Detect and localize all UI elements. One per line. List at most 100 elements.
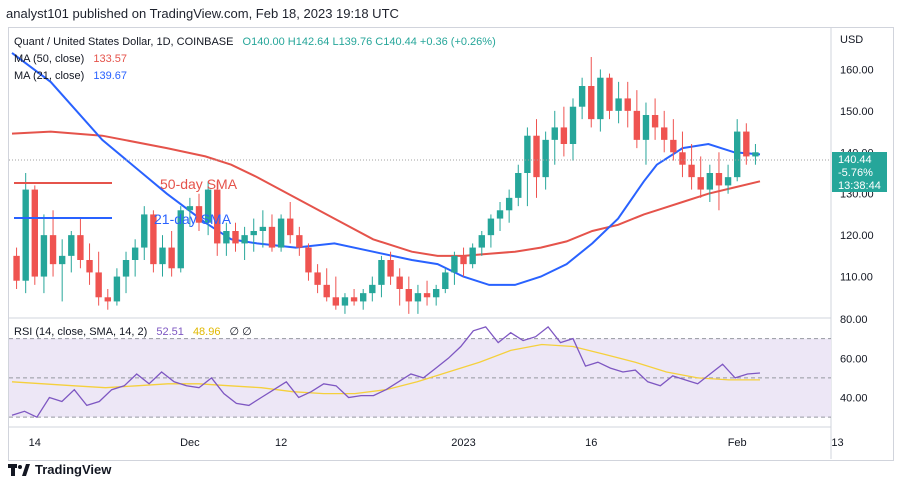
candle-body <box>177 210 184 269</box>
candle-body <box>578 86 586 107</box>
rsi-label: RSI (14, close, SMA, 14, 2) <box>14 326 148 338</box>
publisher-line: analyst101 published on TradingView.com,… <box>6 6 399 21</box>
candle-body <box>323 284 330 298</box>
candle-body <box>633 110 641 140</box>
time-tick-label: 16 <box>585 437 597 449</box>
candle-body <box>396 276 403 289</box>
candle-body <box>77 235 84 260</box>
candle-body <box>469 247 476 265</box>
time-axis[interactable]: 14 Dec 12 2023 16 Feb 13 <box>29 437 844 449</box>
candle-body <box>734 131 741 178</box>
candle-body <box>195 206 203 223</box>
candle-body <box>68 235 75 256</box>
rsi-extra: ∅ ∅ <box>229 326 252 338</box>
candle-body <box>414 293 422 302</box>
candle-body <box>369 284 376 294</box>
candle-body <box>314 272 321 285</box>
tradingview-logo-icon <box>8 463 30 476</box>
candle-body <box>387 260 394 277</box>
candle-body <box>706 173 714 190</box>
candle-body <box>241 235 248 244</box>
candle-body <box>478 235 485 248</box>
candle-body <box>150 214 157 265</box>
rsi-axis[interactable]: 40.00 60.00 80.00 <box>840 314 868 405</box>
candle-body <box>405 289 412 302</box>
candle-body <box>679 152 686 165</box>
candle-body <box>615 98 622 111</box>
candle-body <box>250 231 257 236</box>
candle-body <box>688 164 695 178</box>
price-badge-countdown: 13:38:44 <box>838 180 881 192</box>
ma50-legend[interactable]: MA (50, close) 133.57 <box>14 53 127 65</box>
rsi-legend[interactable]: RSI (14, close, SMA, 14, 2) 52.51 48.96 … <box>14 325 252 338</box>
time-tick-label: 12 <box>275 437 287 449</box>
candle-body <box>451 255 458 273</box>
candle-body <box>651 115 659 128</box>
candle-body <box>141 214 148 248</box>
price-badge <box>832 152 887 192</box>
candle-body <box>515 173 522 198</box>
symbol-legend[interactable]: Quant / United States Dollar, 1D, COINBA… <box>14 36 496 48</box>
price-tick-label: 110.00 <box>840 272 873 284</box>
ma21-legend[interactable]: MA (21, close) 139.67 <box>14 70 127 82</box>
candle-body <box>232 231 239 244</box>
time-tick-label: 14 <box>29 437 41 449</box>
candle-body <box>58 255 66 265</box>
candle-body <box>752 152 759 157</box>
rsi-tick-label: 80.00 <box>840 314 868 326</box>
candle-body <box>533 135 540 178</box>
candle-body <box>432 289 440 298</box>
candle-body <box>159 247 166 265</box>
brand-name: TradingView <box>35 462 112 477</box>
candle-body <box>49 235 57 265</box>
candle-body <box>13 255 20 281</box>
time-tick-label: Dec <box>180 437 200 449</box>
rsi-band-group <box>9 338 831 418</box>
ohlc-values: O140.00 H142.64 L139.76 C140.44 +0.36 (+… <box>242 36 496 48</box>
candle-body <box>715 173 723 186</box>
candle-body <box>104 297 111 302</box>
candle-body <box>569 106 577 144</box>
candle-body <box>606 77 613 111</box>
rsi-lines <box>11 325 761 419</box>
candle-body <box>560 127 568 144</box>
rsi-series-line <box>11 325 761 419</box>
candle-body <box>743 131 750 157</box>
candle-body <box>186 206 194 211</box>
candle-body <box>332 297 340 306</box>
candle-body <box>277 218 285 248</box>
price-badge-price: 140.44 <box>838 154 872 166</box>
symbol-name: Quant / United States Dollar, 1D, COINBA… <box>14 36 234 48</box>
rsi-tick-label: 40.00 <box>840 393 868 405</box>
candle-body <box>214 189 221 244</box>
candle-body <box>460 255 467 265</box>
candle-body <box>642 115 650 140</box>
candle-body <box>168 247 175 269</box>
time-tick-label: 13 <box>831 437 843 449</box>
candle-body <box>624 98 631 111</box>
rsi-sma-value: 48.96 <box>192 326 221 338</box>
candle-body <box>505 197 513 211</box>
candles <box>13 57 759 314</box>
ma50-label: MA (50, close) <box>14 53 85 65</box>
candle-body <box>496 210 504 219</box>
candle-body <box>95 272 102 298</box>
rsi-value: 52.51 <box>156 326 184 338</box>
candle-body <box>442 272 449 289</box>
candle-body <box>350 297 358 302</box>
price-tick-label: 160.00 <box>840 64 874 76</box>
time-tick-label: 2023 <box>451 437 475 449</box>
candle-body <box>542 139 549 178</box>
candle-body <box>551 127 558 140</box>
candle-body <box>31 189 38 277</box>
candle-body <box>259 226 267 231</box>
rsi-tick-label: 60.00 <box>840 353 868 365</box>
price-tick-label: 150.00 <box>840 106 874 118</box>
brand[interactable]: TradingView <box>8 462 111 477</box>
candle-body <box>22 189 29 281</box>
candle-body <box>524 135 531 173</box>
candle-body <box>223 231 230 244</box>
candle-body <box>341 297 349 306</box>
